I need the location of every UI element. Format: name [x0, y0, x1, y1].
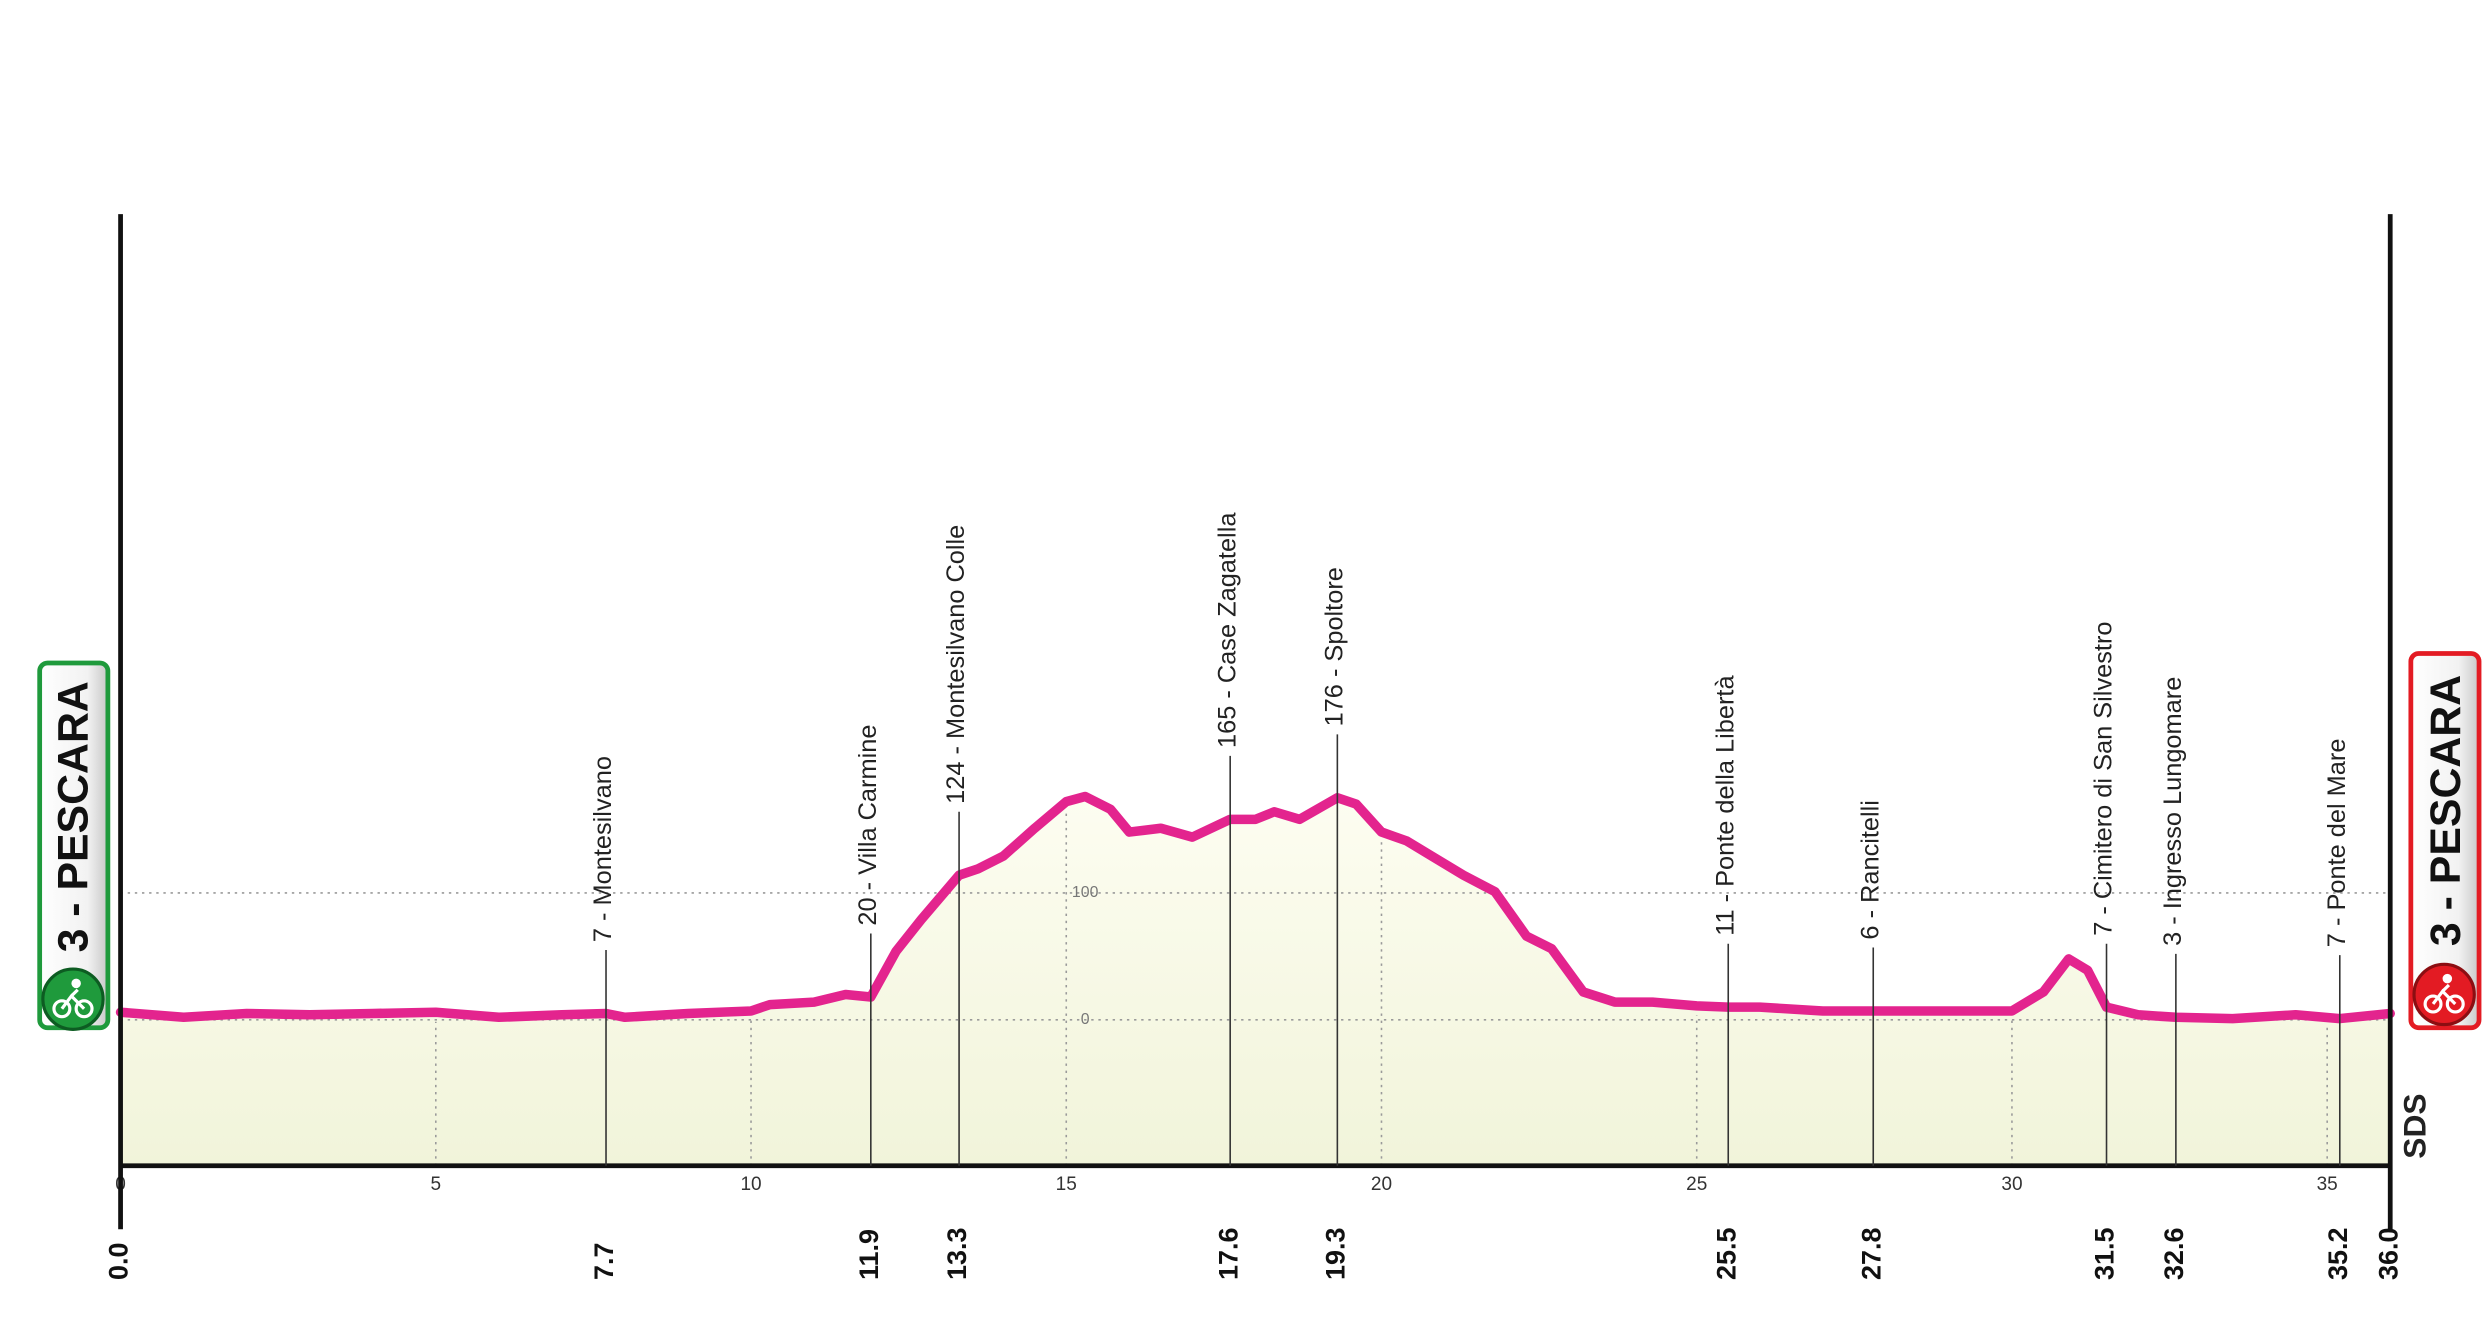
waypoint-label: 11 - Ponte della Libertà: [1711, 675, 1739, 936]
x-tick-label: 10: [740, 1174, 761, 1195]
finish-banner: 3 - PESCARA: [2408, 651, 2482, 1031]
waypoint-km: 31.5: [2090, 1227, 2120, 1279]
profile-area: [120, 796, 2391, 1166]
waypoint-label: 7 - Ponte del Mare: [2323, 739, 2351, 948]
waypoint-km: 17.6: [1213, 1227, 1243, 1279]
start-label: 3 - PESCARA: [49, 681, 97, 952]
waypoint-km: 32.6: [2159, 1227, 2189, 1279]
start-banner: 3 - PESCARA: [37, 660, 111, 1031]
waypoint-km: 35.2: [2323, 1227, 2353, 1279]
x-tick-label: 20: [1371, 1174, 1392, 1195]
finish-banner-frame: [2408, 651, 2482, 1031]
y-tick-label: 0: [1081, 1011, 1090, 1028]
profile-line: [115, 791, 2395, 1024]
finish-bike-icon: [2423, 973, 2465, 1014]
waypoint-label: 124 - Montesilvano Colle: [942, 525, 970, 804]
waypoint-label: 7 - Montesilvano: [589, 756, 617, 942]
start-bike-icon: [52, 978, 94, 1019]
waypoint-km: 36.0: [2373, 1227, 2403, 1279]
x-tick-label: 30: [2001, 1174, 2022, 1195]
y-tick-label: 100: [1072, 884, 1099, 901]
waypoint-km: 19.3: [1320, 1227, 1350, 1279]
x-tick-label: 35: [2317, 1174, 2338, 1195]
waypoint-km: 7.7: [589, 1242, 619, 1279]
finish-label: 3 - PESCARA: [2422, 675, 2470, 946]
waypoint-km: 13.3: [942, 1227, 972, 1279]
waypoint-label: 6 - Rancitelli: [1856, 800, 1884, 940]
waypoint-label: 3 - Ingresso Lungomare: [2159, 677, 2187, 946]
waypoint-label: 20 - Villa Carmine: [854, 725, 882, 926]
x-tick-label: 25: [1686, 1174, 1707, 1195]
waypoint-label: 176 - Spoltore: [1320, 567, 1348, 726]
x-tick-label: 15: [1056, 1174, 1077, 1195]
logo: SDS: [2397, 1093, 2433, 1158]
waypoint-km: 11.9: [854, 1229, 884, 1280]
x-tick-label: 5: [431, 1174, 442, 1195]
waypoint-label: 165 - Case Zagatella: [1213, 512, 1241, 748]
waypoint-label: 7 - Cimitero di San Silvestro: [2090, 621, 2118, 935]
waypoint-km: 27.8: [1856, 1227, 1886, 1279]
waypoint-km: 25.5: [1711, 1227, 1741, 1279]
waypoint-km: 0.0: [104, 1242, 134, 1279]
